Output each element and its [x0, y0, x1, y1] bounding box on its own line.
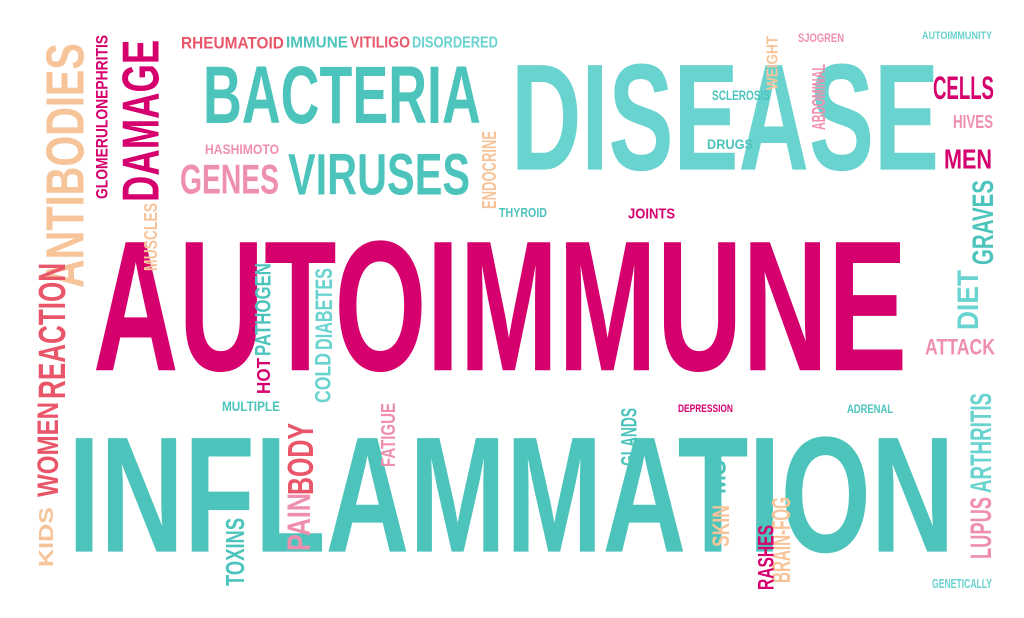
word-abdominal: ABDOMINAL: [808, 63, 830, 130]
word-cold: COLD: [310, 352, 336, 403]
word-bacteria: BACTERIA: [203, 49, 481, 141]
word-diet: DIET: [951, 270, 985, 330]
word-thyroid: THYROID: [499, 205, 547, 220]
word-skin: SKIN: [707, 505, 735, 547]
word-rashes: RASHES: [753, 525, 779, 590]
word-arthritis: ARTHRITIS: [964, 392, 998, 493]
word-glomerulonephritis: GLOMERULONEPHRITIS: [91, 34, 112, 199]
word-antibodies: ANTIBODIES: [34, 43, 96, 288]
word-reaction: REACTION: [30, 262, 74, 399]
word-muscles: MUSCLES: [140, 203, 162, 271]
word-genes: GENES: [180, 155, 280, 203]
word-immune: IMMUNE: [286, 33, 348, 51]
word-pathogen: PATHOGEN: [250, 263, 276, 356]
word-sclerosis: SCLEROSIS: [712, 87, 770, 103]
word-rheumatoid: RHEUMATOID: [181, 32, 284, 53]
word-genetically: GENETICALLY: [932, 576, 993, 591]
word-hives: HIVES: [953, 111, 994, 133]
word-joints: JOINTS: [628, 205, 676, 222]
word-adrenal: ADRENAL: [847, 402, 893, 416]
word-damage: DAMAGE: [111, 39, 171, 202]
word-endocrine: ENDOCRINE: [477, 130, 501, 209]
word-drugs: DRUGS: [707, 136, 754, 152]
word-glands: GLANDS: [616, 407, 642, 466]
word-attack: ATTACK: [925, 334, 996, 360]
word-multiple: MULTIPLE: [222, 398, 280, 414]
word-disordered: DISORDERED: [412, 33, 498, 51]
word-sjogren: SJOGREN: [798, 31, 845, 45]
word-depression: DEPRESSION: [678, 402, 733, 415]
word-kids: KIDS: [34, 507, 58, 567]
word-diabetes: DIABETES: [310, 268, 338, 350]
word-toxins: TOXINS: [220, 517, 250, 586]
word-fatigue: FATIGUE: [376, 403, 400, 467]
word-weight: WEIGHT: [763, 36, 781, 90]
word-autoimmunity: AUTOIMMUNITY: [922, 29, 992, 42]
word-lupus: LUPUS: [964, 497, 998, 559]
word-cells: CELLS: [933, 70, 994, 106]
word-disease: DISEASE: [511, 32, 940, 204]
word-hashimoto: HASHIMOTO: [205, 141, 280, 157]
word-viruses: VIRUSES: [288, 142, 471, 208]
word-vitiligo: VITILIGO: [350, 33, 410, 51]
word-pain: PAIN: [281, 493, 317, 551]
word-graves: GRAVES: [966, 180, 1000, 265]
word-body: BODY: [280, 423, 322, 495]
word-inflammation: INFLAMMATION: [68, 403, 955, 588]
word-hot: HOT: [253, 357, 275, 394]
word-autoimmune: AUTOIMMUNE: [93, 202, 908, 412]
word-women: WOMEN: [31, 401, 65, 497]
word-ms: MS: [700, 460, 732, 494]
word-men: MEN: [944, 143, 993, 175]
